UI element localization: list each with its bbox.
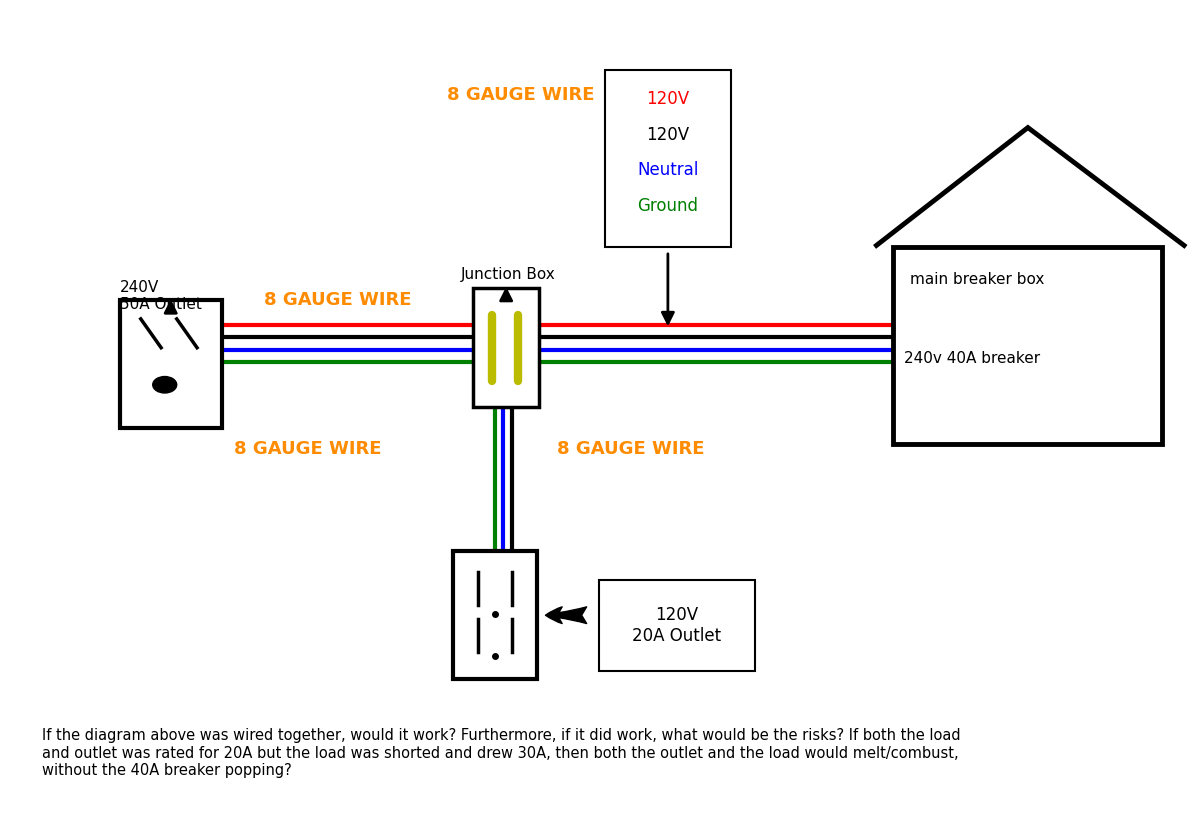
Text: If the diagram above was wired together, would it work? Furthermore, if it did w: If the diagram above was wired together,… — [42, 728, 961, 779]
Bar — [473, 288, 539, 407]
Text: main breaker box: main breaker box — [910, 272, 1045, 287]
Text: Neutral: Neutral — [637, 161, 698, 179]
Circle shape — [153, 377, 177, 393]
Text: 8 GAUGE WIRE: 8 GAUGE WIRE — [234, 439, 381, 458]
Text: 120V
20A Outlet: 120V 20A Outlet — [633, 606, 721, 645]
Bar — [893, 247, 1162, 444]
Text: 120V: 120V — [647, 91, 689, 108]
Text: 120V: 120V — [647, 127, 689, 144]
Text: Ground: Ground — [637, 198, 698, 215]
Bar — [605, 70, 731, 247]
Text: 8 GAUGE WIRE: 8 GAUGE WIRE — [264, 291, 411, 309]
Text: 240V
50A Outlet: 240V 50A Outlet — [120, 280, 201, 312]
Text: 8 GAUGE WIRE: 8 GAUGE WIRE — [447, 86, 595, 104]
Text: 8 GAUGE WIRE: 8 GAUGE WIRE — [557, 439, 704, 458]
Bar — [599, 580, 755, 671]
Text: 240v 40A breaker: 240v 40A breaker — [904, 351, 1041, 365]
Text: Junction Box: Junction Box — [461, 267, 556, 282]
Bar — [120, 300, 222, 428]
Bar — [453, 551, 537, 679]
